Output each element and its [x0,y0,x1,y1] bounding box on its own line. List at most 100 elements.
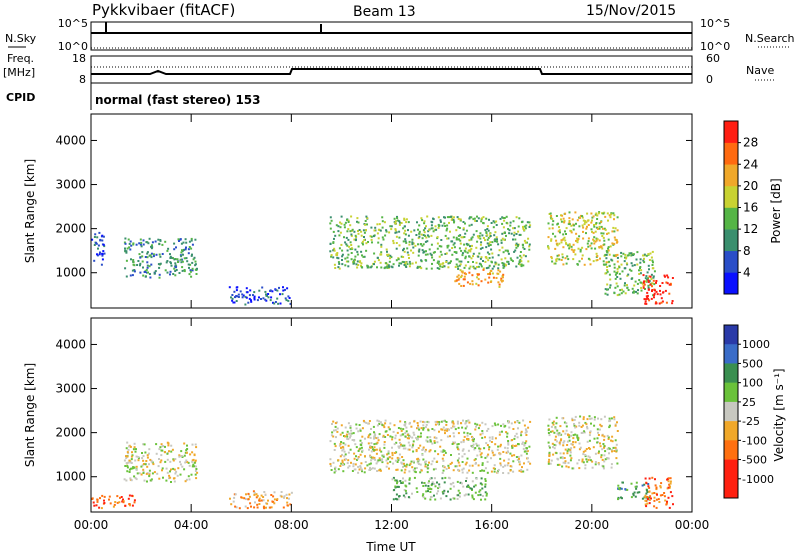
scatter-cell [381,236,384,239]
scatter-cell [119,496,121,499]
scatter-cell [461,471,464,474]
scatter-cell [237,293,240,296]
scatter-cell [650,273,653,276]
scatter-cell [477,255,480,258]
scatter-cell [630,482,633,485]
scatter-cell [452,481,455,484]
scatter-cell [415,449,418,451]
scatter-cell [180,251,183,254]
scatter-cell [598,246,601,249]
scatter-cell [644,499,647,502]
scatter-cell [383,446,386,449]
scatter-cell [578,424,581,427]
scatter-cell [372,235,375,238]
scatter-cell [650,278,653,280]
scatter-cell [497,263,500,266]
scatter-cell [469,265,472,268]
scatter-cell [266,502,269,505]
scatter-cell [344,453,347,456]
scatter-cell [603,438,606,441]
scatter-cell [554,427,557,430]
scatter-cell [400,222,403,224]
scatter-cell [491,272,494,275]
scatter-cell [349,448,352,451]
scatter-cell [165,261,168,264]
scatter-cell [517,230,520,233]
scatter-region [644,476,674,509]
scatter-cell [591,460,594,463]
scatter-cell [555,258,558,261]
scatter-cell [449,487,452,490]
scatter-cell [253,298,256,301]
scatter-cell [487,259,490,262]
scatter-cell [439,250,442,253]
scatter-cell [568,211,571,214]
scatter-cell [580,432,583,434]
scatter-cell [488,448,490,451]
scatter-cell [269,290,272,292]
scatter-cell [133,466,136,469]
scatter-cell [486,225,489,228]
scatter-cell [386,453,389,456]
scatter-cell [452,469,455,472]
scatter-cell [660,482,663,485]
scatter-cell [649,252,652,255]
scatter-cell [648,275,651,278]
scatter-cell [359,447,362,450]
scatter-cell [520,256,523,259]
scatter-cell [154,270,157,273]
scatter-cell [457,278,460,281]
scatter-cell [644,302,647,305]
scatter-cell [446,237,449,240]
scatter-cell [331,431,334,434]
scatter-cell [518,463,521,466]
scatter-cell [603,460,606,463]
scatter-cell [393,443,396,446]
scatter-cell [384,419,387,422]
scatter-cell [155,443,158,446]
scatter-cell [442,420,445,423]
scatter-cell [330,254,333,257]
scatter-cell [579,446,582,449]
scatter-cell [403,232,406,235]
scatter-cell [262,297,265,300]
scatter-cell [407,496,410,499]
scatter-cell [498,431,501,434]
scatter-cell [144,451,147,454]
radar-name: Pykkvibaer (fitACF) [92,1,235,19]
scatter-cell [343,458,346,461]
scatter-cell [465,273,467,276]
scatter-cell [150,460,153,463]
scatter-cell [554,262,557,265]
scatter-cell [358,424,361,426]
scatter-cell [524,255,527,258]
scatter-cell [594,230,597,233]
scatter-cell [434,423,437,426]
colorbar-band [724,250,738,273]
scatter-cell [347,466,350,469]
scatter-cell [166,458,169,461]
scatter-cell [364,220,367,222]
scatter-cell [485,232,488,234]
scatter-cell [654,478,656,481]
scatter-cell [131,504,134,507]
scatter-cell [613,292,616,295]
scatter-cell [498,453,501,456]
scatter-cell [372,457,375,460]
scatter-cell [501,237,504,240]
scatter-cell [279,302,282,305]
scatter-cell [387,450,390,453]
scatter-cell [586,212,589,215]
scatter-cell [350,233,353,236]
scatter-cell [582,453,585,456]
scatter-cell [466,281,469,284]
scatter-cell [191,267,194,270]
scatter-cell [520,265,523,268]
scatter-cell [646,271,649,274]
scatter-cell [438,486,441,489]
scatter-cell [506,447,509,450]
scatter-cell [164,240,167,243]
scatter-cell [590,417,593,420]
scatter-cell [416,461,419,464]
